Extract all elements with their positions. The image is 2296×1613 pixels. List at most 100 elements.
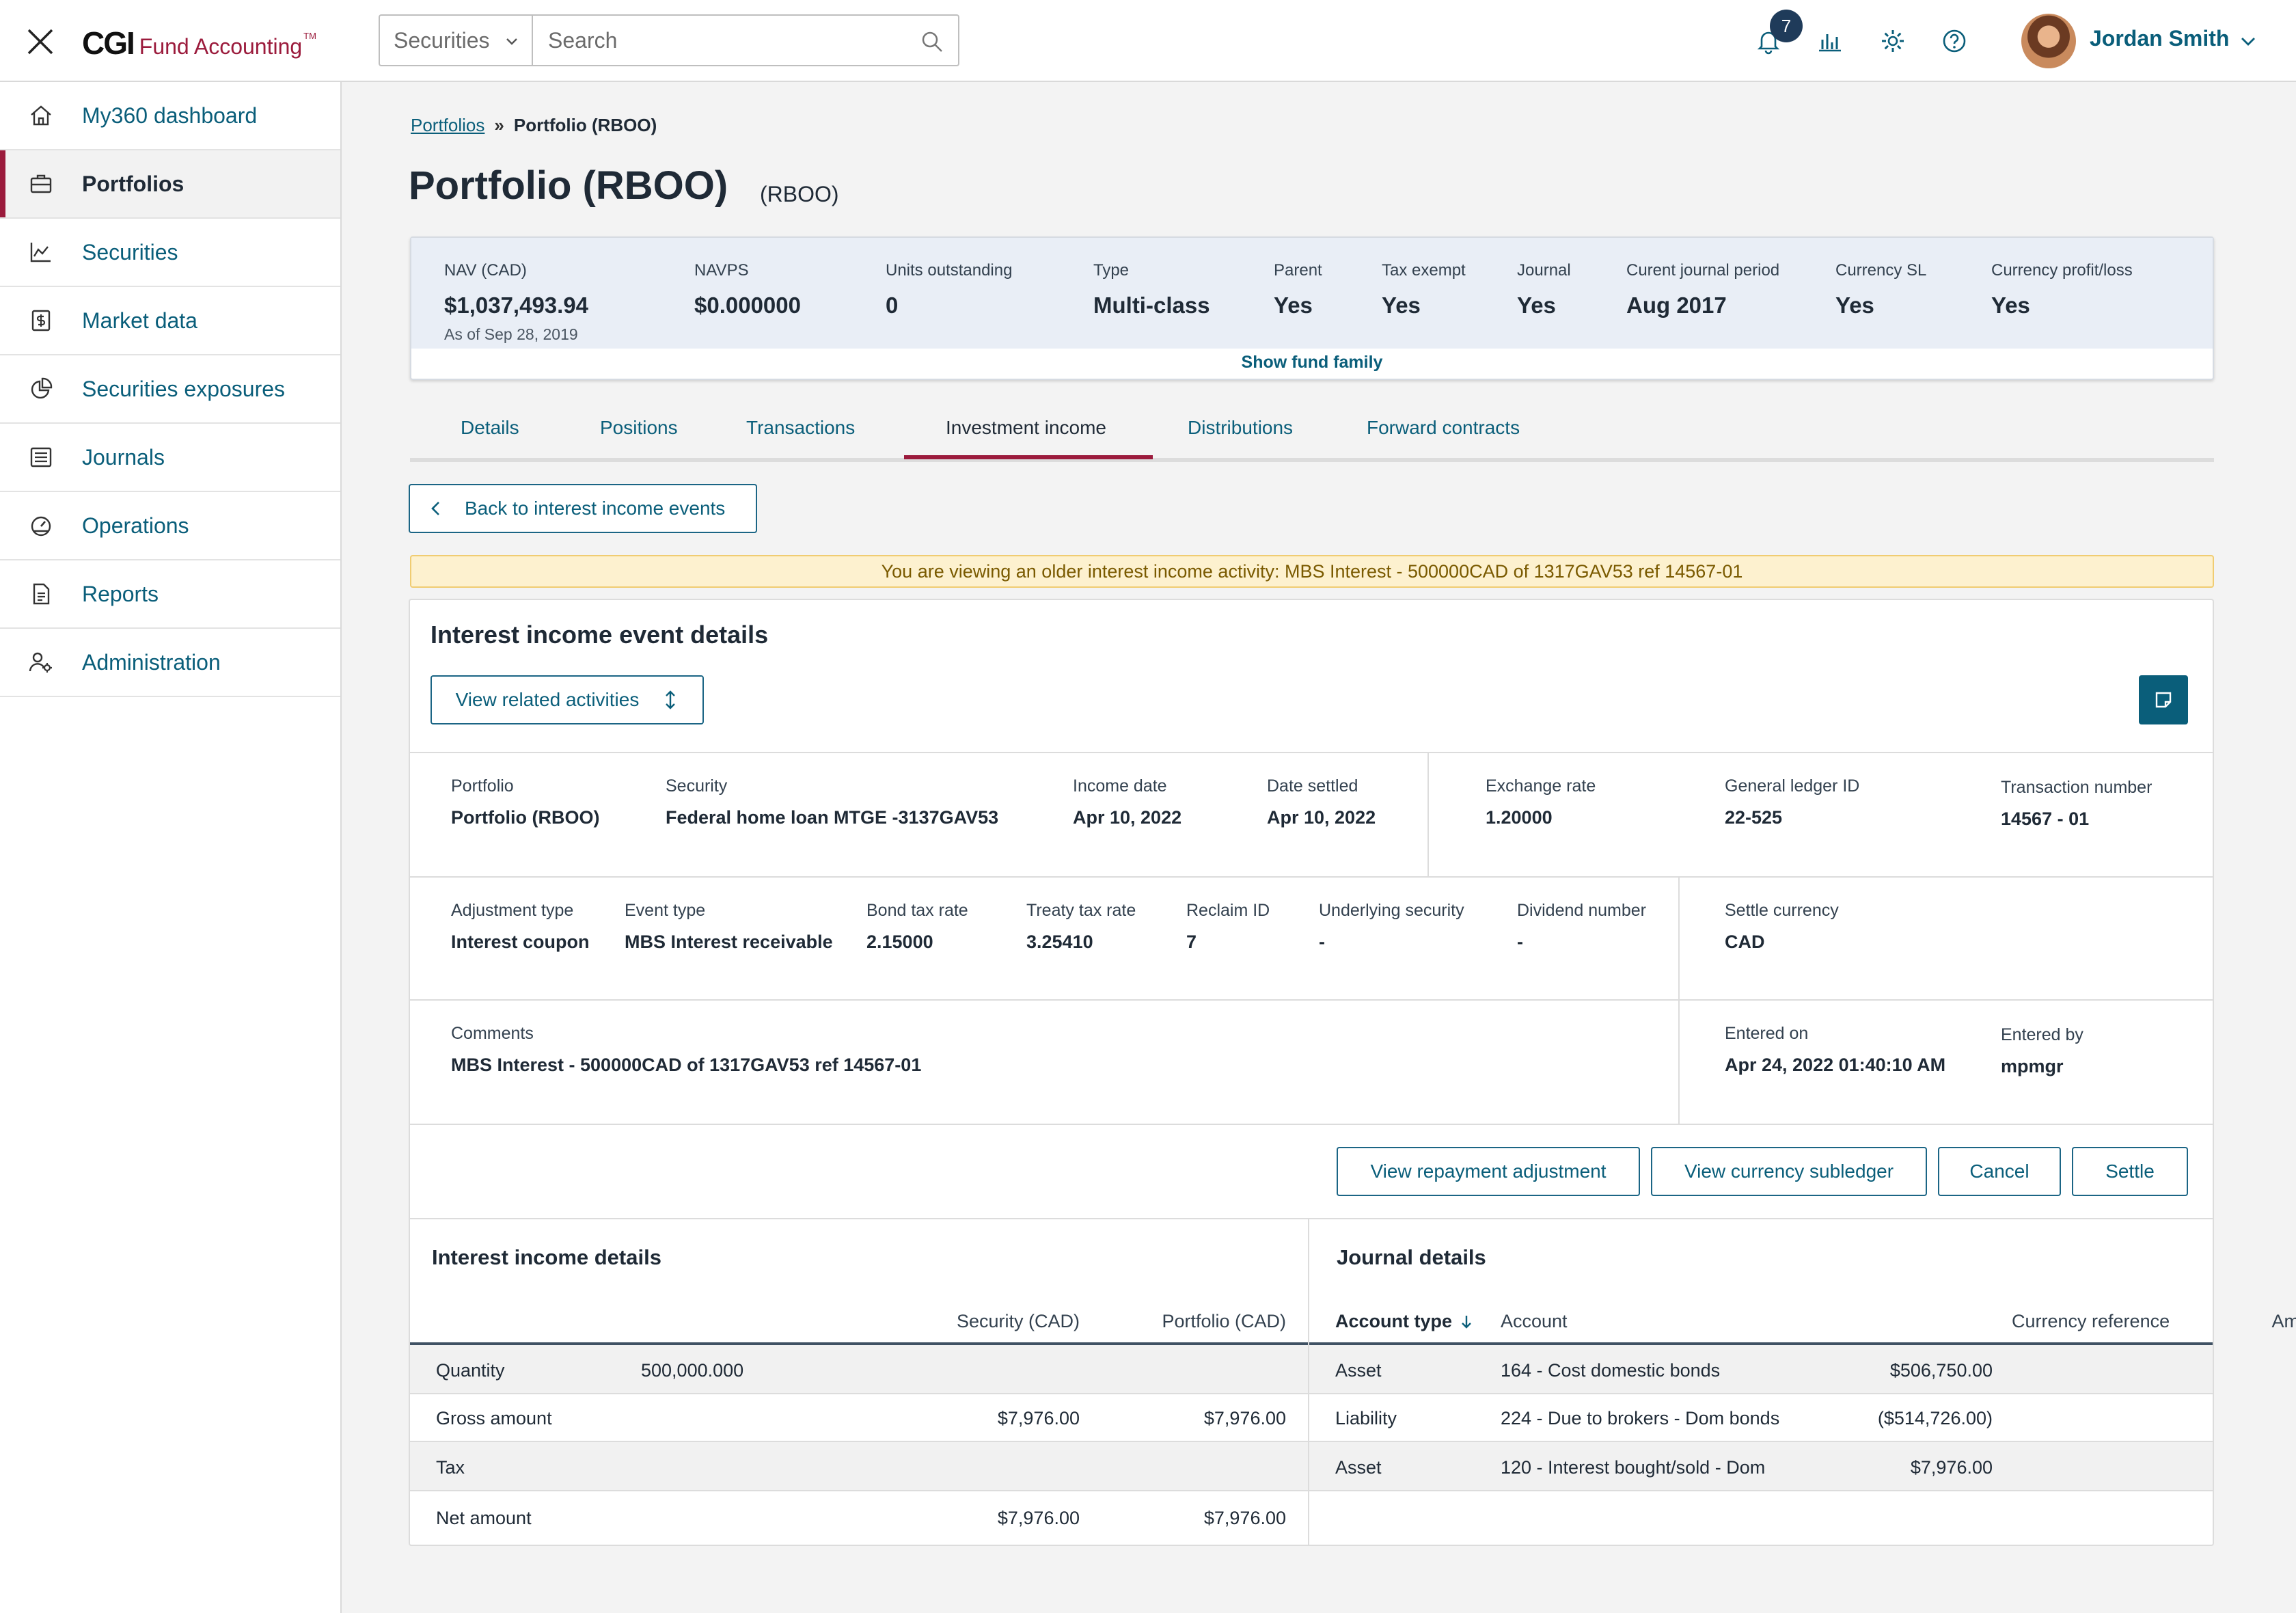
search-input[interactable] [533, 16, 958, 65]
row-portfolio-value: $7,976.00 [1203, 1508, 1286, 1528]
breadcrumb-link-portfolios[interactable]: Portfolios [411, 115, 485, 135]
field-value: - [1319, 932, 1325, 952]
avatar[interactable] [2021, 14, 2076, 68]
tab-forward-contracts[interactable]: Forward contracts [1367, 417, 1520, 438]
gauge-icon [31, 516, 51, 537]
search-bar: Securities [379, 14, 959, 66]
row-quantity: 500,000.000 [641, 1360, 744, 1381]
sidebar-item-operations[interactable]: Operations [0, 492, 340, 560]
tab-bar: Details Positions Transactions Investmen… [410, 407, 2214, 462]
row-account-type: Asset [1335, 1457, 1382, 1478]
sidebar-item-administration[interactable]: Administration [0, 629, 340, 697]
row-account-type: Asset [1335, 1360, 1382, 1381]
stat-label: Parent [1274, 261, 1322, 280]
sidebar-item-portfolios[interactable]: Portfolios [0, 150, 340, 219]
table-row: Gross amount $7,976.00 $7,976.00 [410, 1393, 1308, 1441]
field-label: Event type [625, 901, 706, 920]
help-icon[interactable] [1941, 27, 1968, 55]
tab-details[interactable]: Details [461, 417, 519, 438]
portfolio-summary: NAV (CAD) $1,037,493.94 As of Sep 28, 20… [410, 236, 2214, 380]
divider [410, 752, 2213, 753]
field-label: Treaty tax rate [1026, 901, 1136, 920]
field-dividend-number: Dividend number - [1517, 901, 1646, 953]
divider [410, 1124, 2213, 1125]
field-label: Exchange rate [1486, 776, 1596, 796]
sidebar-item-label: Market data [82, 308, 197, 333]
back-to-events-button[interactable]: Back to interest income events [409, 484, 757, 533]
field-value: Apr 10, 2022 [1073, 807, 1182, 828]
table-row: Net amount $7,976.00 $7,976.00 [410, 1493, 1308, 1541]
cancel-button[interactable]: Cancel [1938, 1147, 2061, 1196]
stat-value: Yes [1991, 293, 2030, 318]
active-tab-indicator [904, 455, 1153, 459]
stat-note: As of Sep 28, 2019 [444, 325, 578, 343]
search-icon[interactable] [920, 29, 944, 54]
divider [1309, 1490, 2213, 1491]
row-account: 164 - Cost domestic bonds [1501, 1360, 1721, 1381]
field-entered-on: Entered on Apr 24, 2022 01:40:10 AM [1725, 1024, 1945, 1076]
field-income-date: Income date Apr 10, 2022 [1073, 776, 1181, 828]
page-subtitle: (RBOO) [760, 182, 839, 206]
summary-band: NAV (CAD) $1,037,493.94 As of Sep 28, 20… [411, 238, 2213, 349]
field-bond-tax-rate: Bond tax rate 2.15000 [866, 901, 968, 953]
stat-label: Type [1093, 261, 1130, 280]
search-scope-value: Securities [394, 27, 490, 53]
column-header-account-type[interactable]: Account type [1335, 1311, 1474, 1332]
row-security-value: $7,976.00 [997, 1408, 1080, 1428]
stat-parent: Parent Yes [1274, 261, 1322, 318]
table-row: Asset 120 - Interest bought/sold - Dom $… [1309, 1442, 2213, 1490]
sidebar-item-label: My360 dashboard [82, 103, 258, 128]
related-button-label: View related activities [455, 689, 640, 710]
sidebar-item-market-data[interactable]: Market data [0, 287, 340, 355]
back-button-label: Back to interest income events [465, 498, 726, 519]
app-logo[interactable]: CGI Fund Accounting TM [82, 25, 316, 62]
sidebar-item-securities[interactable]: Securities [0, 219, 340, 287]
view-currency-subledger-button[interactable]: View currency subledger [1651, 1147, 1927, 1196]
field-label: Income date [1073, 776, 1167, 796]
sidebar-item-label: Journals [82, 444, 165, 470]
stat-value: Yes [1517, 293, 1556, 318]
sidebar-item-journals[interactable]: Journals [0, 424, 340, 492]
stat-journal-period: Curent journal period Aug 2017 [1626, 261, 1779, 318]
field-value: Apr 10, 2022 [1267, 807, 1376, 828]
field-label: Dividend number [1517, 901, 1646, 920]
bar-chart-icon[interactable] [1816, 27, 1844, 55]
search-scope-select[interactable]: Securities [380, 16, 533, 65]
stat-label: NAV (CAD) [444, 261, 527, 280]
row-amount: $506,750.00 [1889, 1360, 1993, 1381]
field-label: Comments [451, 1024, 534, 1043]
chevron-down-icon[interactable] [2239, 31, 2258, 51]
divider [1427, 752, 1429, 876]
page-title: Portfolio (RBOO) [409, 163, 728, 208]
pie-icon [31, 377, 53, 399]
settle-button[interactable]: Settle [2072, 1147, 2188, 1196]
stat-label: Currency SL [1835, 261, 1927, 280]
notes-button[interactable] [2139, 675, 2188, 724]
field-label: General ledger ID [1725, 776, 1860, 796]
logo-trademark: TM [303, 31, 316, 41]
sidebar-item-label: Securities exposures [82, 376, 286, 401]
sidebar-item-my360-dashboard[interactable]: My360 dashboard [0, 82, 340, 150]
sidebar-item-label: Operations [82, 513, 189, 538]
close-icon[interactable] [25, 26, 56, 57]
tab-distributions[interactable]: Distributions [1188, 417, 1294, 438]
tab-transactions[interactable]: Transactions [746, 417, 856, 438]
column-header-portfolio-cad: Portfolio (CAD) [1162, 1311, 1286, 1331]
sidebar-item-securities-exposures[interactable]: Securities exposures [0, 355, 340, 424]
tab-investment-income[interactable]: Investment income [946, 417, 1106, 438]
show-fund-family-link[interactable]: Show fund family [1241, 353, 1383, 372]
row-account: 120 - Interest bought/sold - Dom [1501, 1457, 1766, 1478]
stat-type: Type Multi-class [1093, 261, 1210, 318]
view-repayment-adjustment-button[interactable]: View repayment adjustment [1337, 1147, 1640, 1196]
stat-nav: NAV (CAD) $1,037,493.94 As of Sep 28, 20… [444, 261, 588, 344]
user-name[interactable]: Jordan Smith [2090, 26, 2230, 51]
stat-label: Journal [1517, 261, 1571, 280]
sidebar-item-reports[interactable]: Reports [0, 560, 340, 629]
field-entered-by: Entered by mpmgr [2001, 1025, 2083, 1077]
list-icon [30, 447, 52, 467]
view-related-activities-button[interactable]: View related activities [430, 675, 704, 724]
gear-icon[interactable] [1879, 27, 1906, 55]
row-portfolio-value: $7,976.00 [1203, 1408, 1286, 1428]
field-event-type: Event type MBS Interest receivable [625, 901, 833, 953]
tab-positions[interactable]: Positions [600, 417, 678, 438]
